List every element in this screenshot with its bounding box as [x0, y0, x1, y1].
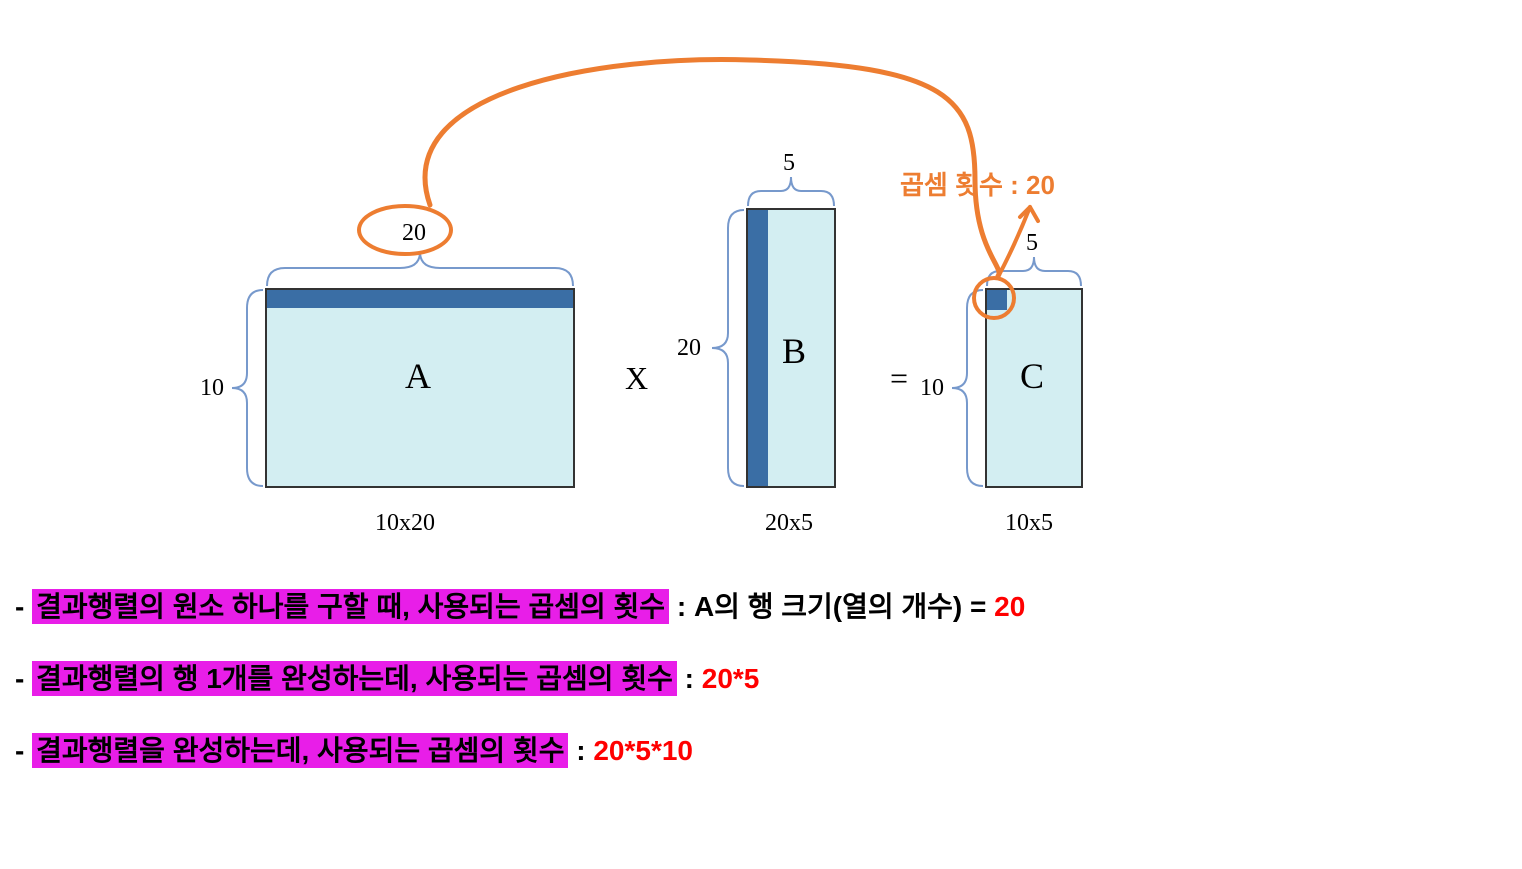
line-1-value: 20: [994, 591, 1025, 622]
line-3-highlight: 결과행렬을 완성하는데, 사용되는 곱셈의 횟수: [32, 733, 568, 768]
matrix-c-size: 10x5: [1005, 510, 1053, 537]
multiply-operator: X: [625, 360, 648, 397]
annotation-arrow-up: [990, 195, 1050, 285]
line-1-highlight: 결과행렬의 원소 하나를 구할 때, 사용되는 곱셈의 횟수: [32, 589, 669, 624]
line-3-after: :: [568, 735, 593, 766]
annotation-text: 곱셈 횟수 : 20: [900, 165, 1055, 202]
matrix-a-left-brace: [230, 288, 265, 488]
line-2-prefix: -: [15, 663, 32, 694]
matrix-a-label: A: [405, 355, 431, 397]
line-1: - 결과행렬의 원소 하나를 구할 때, 사용되는 곱셈의 횟수 : A의 행 …: [15, 585, 1495, 625]
matrix-b-left-dim: 20: [677, 335, 701, 362]
matrix-c-label: C: [1020, 355, 1044, 397]
matrix-c-left-dim: 10: [920, 375, 944, 402]
line-2-highlight: 결과행렬의 행 1개를 완성하는데, 사용되는 곱셈의 횟수: [32, 661, 677, 696]
annotation-label: 곱셈 횟수 :: [900, 170, 1026, 200]
line-1-after: : A의 행 크기(열의 개수) =: [669, 591, 994, 622]
matrix-a-size: 10x20: [375, 510, 435, 537]
line-2-value: 20*5: [702, 663, 760, 694]
annotation-arrow-curve: [400, 30, 1040, 290]
matrix-a-left-dim: 10: [200, 375, 224, 402]
annotation-value: 20: [1026, 170, 1055, 200]
explanation-lines: - 결과행렬의 원소 하나를 구할 때, 사용되는 곱셈의 횟수 : A의 행 …: [15, 585, 1495, 801]
matrix-a-row-highlight: [267, 290, 573, 308]
matrix-diagram: A 20 10 10x20 X B 5 20 20x5 = C 5 10 10x…: [180, 30, 1180, 550]
line-2: - 결과행렬의 행 1개를 완성하는데, 사용되는 곱셈의 횟수 : 20*5: [15, 657, 1495, 697]
matrix-b-size: 20x5: [765, 510, 813, 537]
line-2-after: :: [677, 663, 702, 694]
matrix-b-label: B: [782, 330, 806, 372]
line-1-prefix: -: [15, 591, 32, 622]
line-3-prefix: -: [15, 735, 32, 766]
equals-operator: =: [890, 360, 908, 397]
line-3: - 결과행렬을 완성하는데, 사용되는 곱셈의 횟수 : 20*5*10: [15, 729, 1495, 769]
line-3-value: 20*5*10: [593, 735, 693, 766]
